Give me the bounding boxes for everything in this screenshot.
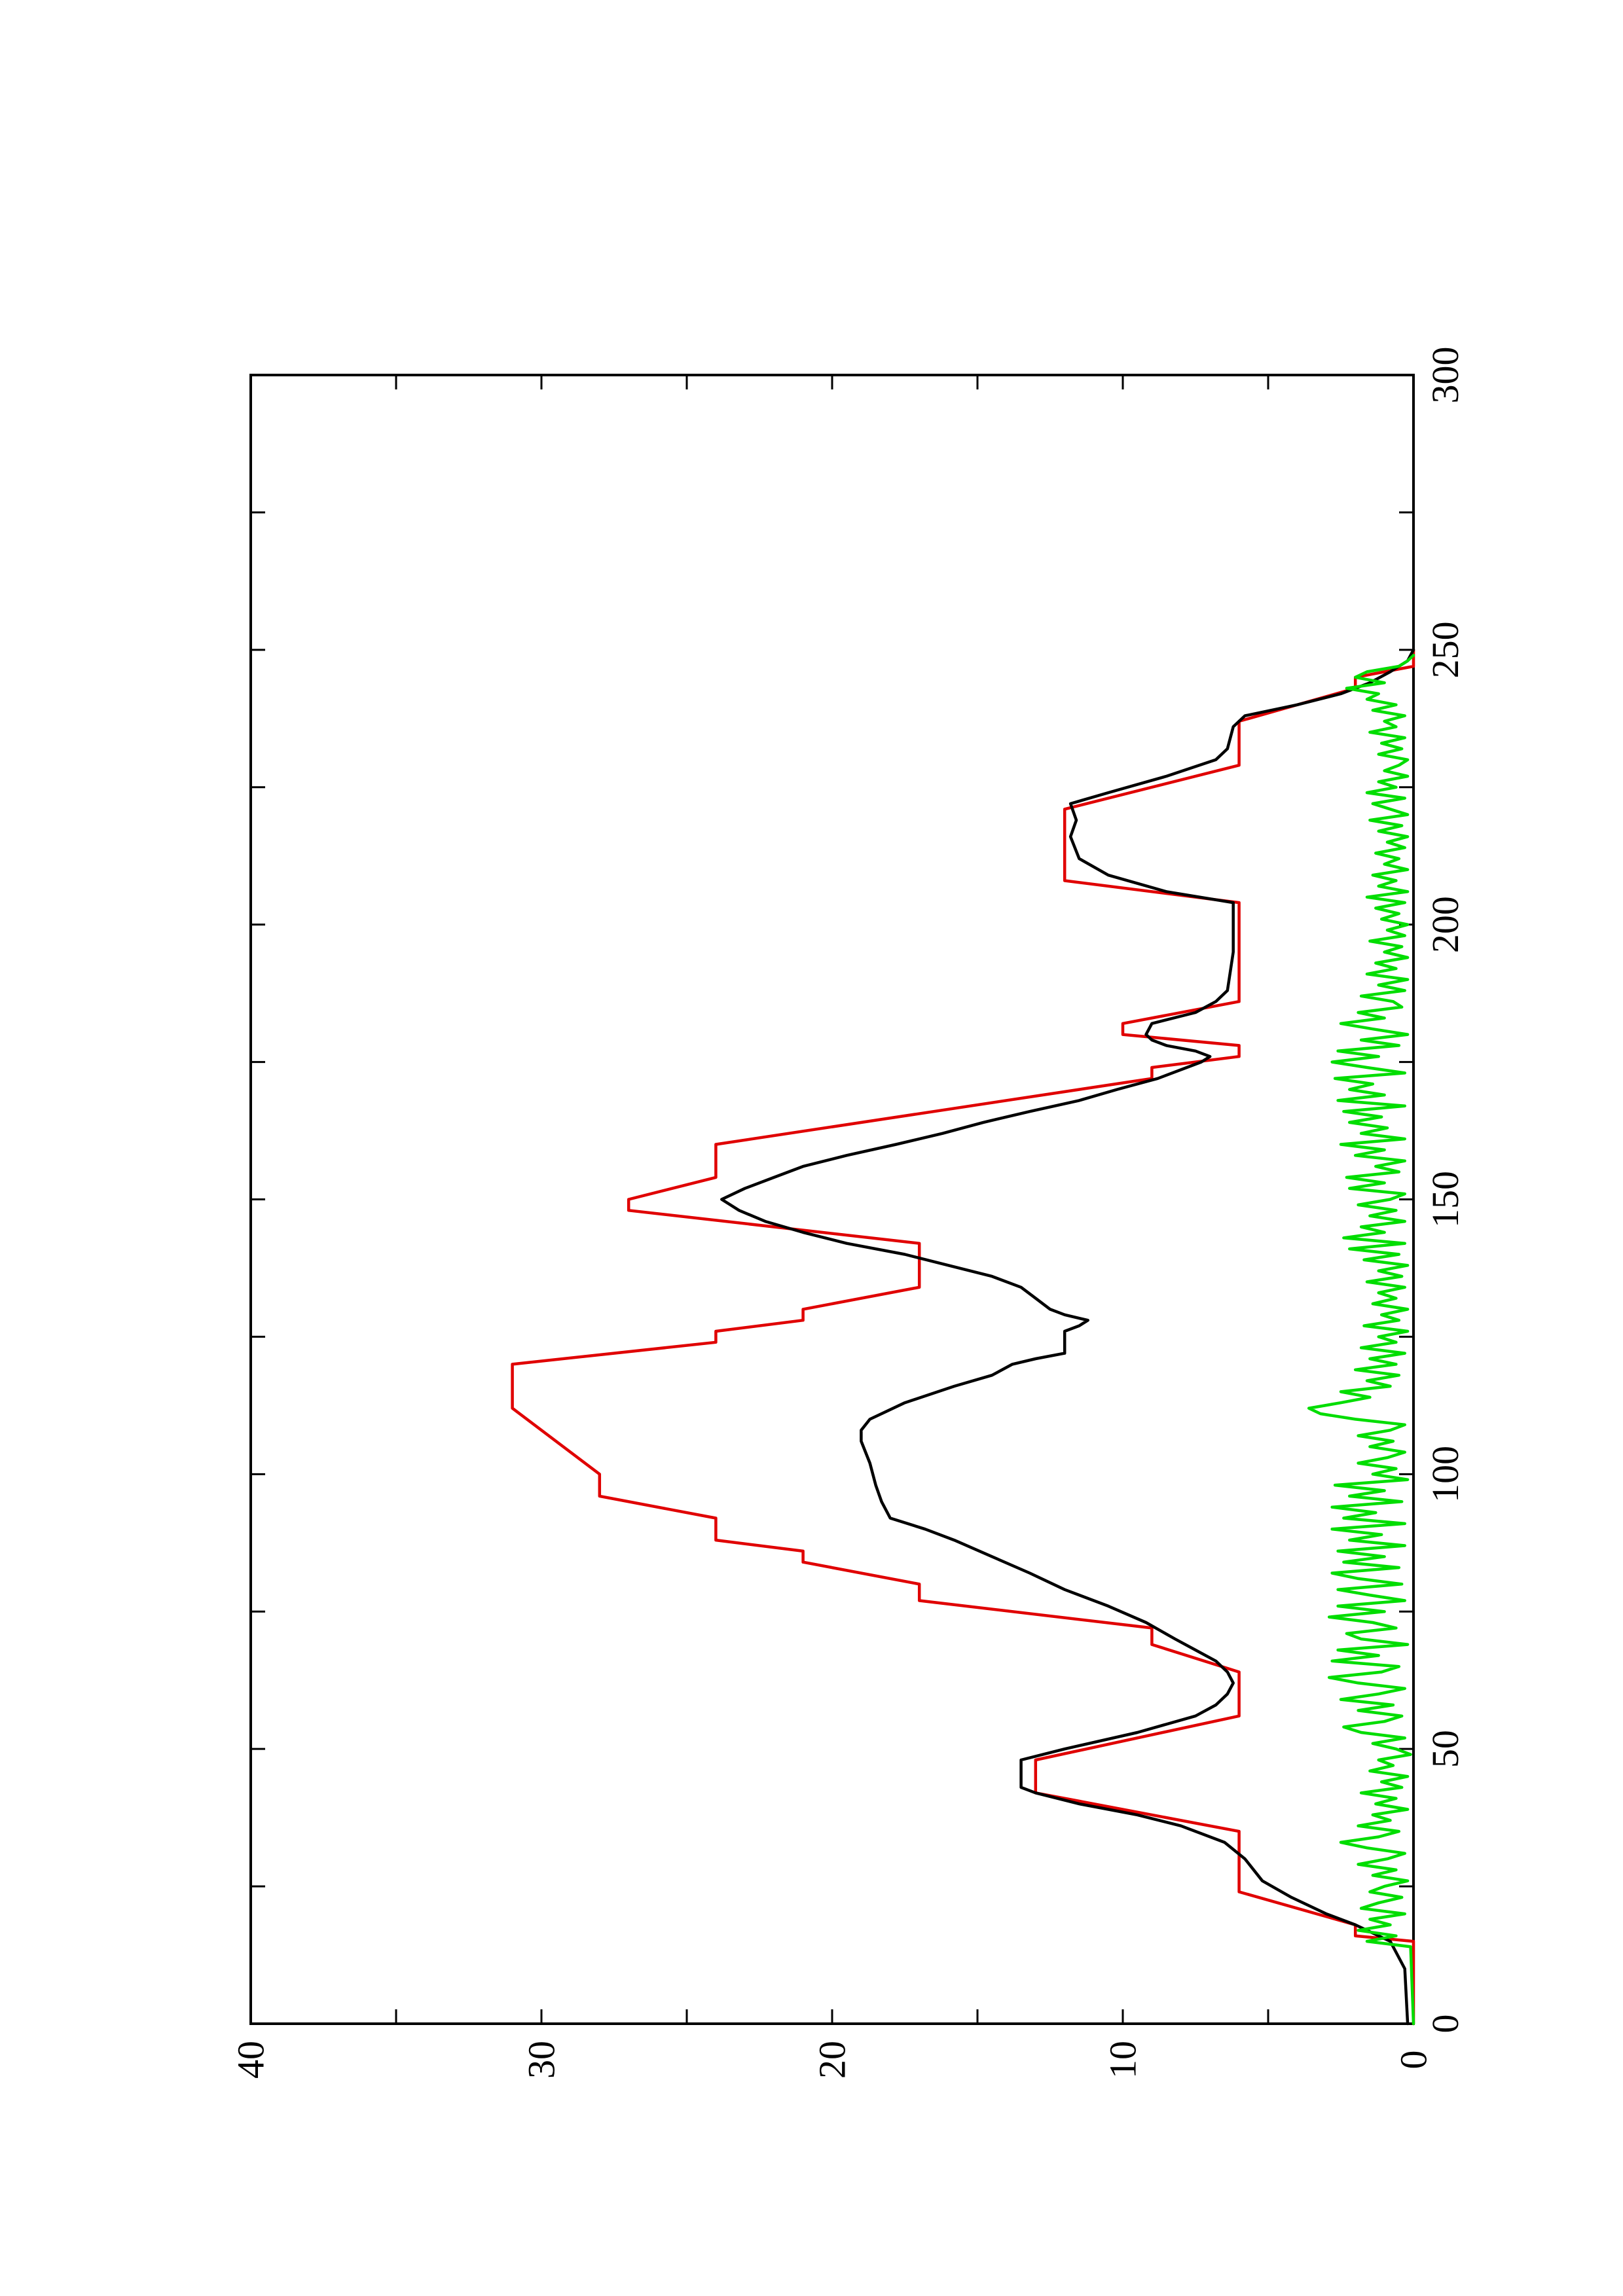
x-tick-label: 200 (1424, 896, 1467, 953)
y-tick-label: 20 (811, 2041, 854, 2079)
y-tick-label: 0 (1393, 2051, 1435, 2070)
axis-ticks (249, 374, 1415, 2025)
x-tick-label: 100 (1424, 1446, 1467, 1503)
series-line-1 (720, 648, 1415, 2026)
y-tick-label: 30 (520, 2041, 563, 2079)
series-line-2 (1307, 653, 1415, 2026)
series-line-0 (511, 648, 1415, 2026)
plot-frame (249, 374, 1415, 2025)
y-tick-label: 10 (1102, 2041, 1144, 2079)
x-tick-label: 250 (1424, 621, 1467, 678)
x-tick-label: 150 (1424, 1171, 1467, 1228)
x-tick-label: 300 (1424, 347, 1467, 404)
y-tick-label: 40 (230, 2041, 272, 2079)
x-tick-label: 50 (1424, 1730, 1467, 1768)
tick-labels: 0 50 100 150 200 250 300 0 10 20 30 40 (230, 347, 1467, 2079)
x-tick-label: 0 (1424, 2015, 1467, 2034)
series-layer (511, 648, 1415, 2026)
